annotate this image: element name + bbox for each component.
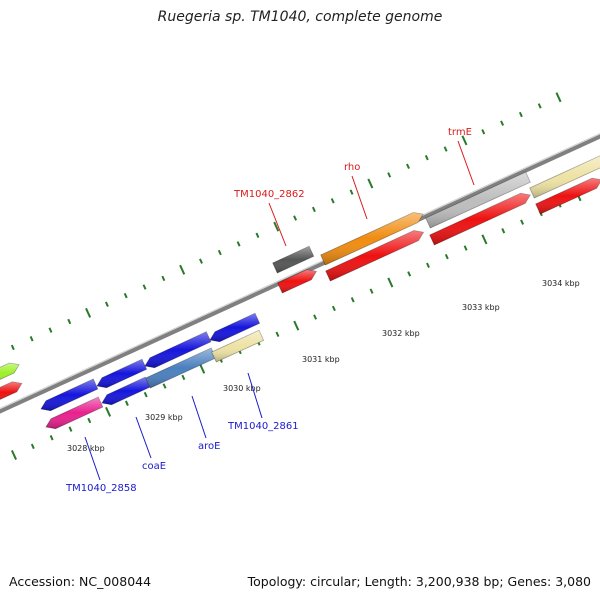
scale-tick-outer: [29, 336, 34, 342]
scale-tick-outer: [142, 284, 147, 290]
gene-label[interactable]: rho: [344, 162, 360, 173]
scale-tick-inner: [369, 288, 374, 294]
scale-tick-outer: [330, 198, 335, 204]
gene-aroE-shade: [145, 348, 216, 388]
gene-red-left-shade: [0, 381, 22, 400]
gene-trmE-shade: [425, 172, 531, 228]
scale-tick-outer: [387, 172, 392, 178]
scale-tick-outer: [10, 344, 15, 351]
scale-label: 3034 kbp: [542, 279, 580, 288]
gene-label-leader: [351, 175, 368, 220]
map-title: Ruegeria sp. TM1040, complete genome: [157, 9, 443, 25]
scale-tick-outer: [424, 154, 429, 161]
scale-tick-inner: [407, 271, 412, 277]
gene-red-1-shade: [277, 269, 317, 293]
scale-tick-inner: [124, 400, 129, 406]
gene-label[interactable]: trmE: [448, 127, 472, 138]
accession-label: Accession: NC_008044: [9, 574, 152, 589]
scale-label: 3029 kbp: [145, 413, 183, 422]
gene-khaki-right-shade: [529, 155, 600, 198]
gene-blue-3-shade: [145, 331, 211, 368]
scale-tick-inner: [463, 245, 468, 251]
scale-tick-outer: [199, 258, 203, 264]
gene-label[interactable]: coaE: [142, 461, 166, 472]
scale-tick-inner: [49, 435, 54, 441]
scale-tick-outer: [406, 163, 410, 169]
scale-tick-inner: [11, 450, 17, 460]
scale-tick-inner: [426, 262, 430, 268]
scale-tick-inner: [313, 314, 318, 320]
scale-tick-outer: [104, 301, 109, 307]
scale-tick-outer: [555, 92, 562, 103]
backbone-highlight: [0, 133, 600, 409]
scale-tick-outer: [500, 120, 505, 126]
scale-tick-inner: [331, 305, 336, 312]
scale-tick-inner: [199, 363, 206, 374]
scale-tick-outer: [537, 103, 542, 109]
gene-label[interactable]: TM1040_2858: [65, 483, 137, 494]
scale-tick-outer: [85, 307, 92, 318]
scale-tick-outer: [273, 221, 280, 232]
scale-label: 3028 kbp: [67, 444, 105, 453]
gene-label[interactable]: aroE: [198, 441, 220, 452]
scale-tick-inner: [87, 417, 92, 424]
scale-tick-outer: [179, 264, 186, 275]
gene-red-3-shade: [429, 193, 531, 245]
scale-tick-inner: [444, 253, 449, 260]
scale-tick-inner: [68, 426, 73, 432]
gene-red-4-shade: [535, 178, 600, 214]
scale-tick-outer: [123, 292, 128, 299]
scale-tick-outer: [367, 178, 374, 189]
scale-tick-inner: [275, 331, 280, 337]
scale-tick-inner: [30, 443, 35, 450]
scale-label: 3030 kbp: [223, 384, 261, 393]
scale-tick-inner: [162, 383, 167, 389]
scale-tick-outer: [236, 241, 241, 247]
scale-tick-outer: [67, 318, 72, 325]
scale-label: 3031 kbp: [302, 355, 340, 364]
scale-tick-inner: [387, 277, 394, 288]
scale-tick-outer: [311, 206, 316, 213]
scale-tick-inner: [501, 228, 506, 234]
scale-tick-outer: [161, 275, 166, 282]
gene-coaE-shade: [102, 377, 150, 405]
gene-blue-1-shade: [41, 379, 98, 411]
scale-label: 3032 kbp: [382, 329, 420, 338]
scale-tick-inner: [143, 391, 148, 398]
scale-tick-outer: [518, 111, 523, 118]
gene-rho-shade: [320, 212, 423, 265]
scale-tick-outer: [443, 146, 448, 152]
gene-label-leader: [84, 436, 101, 481]
scale-tick-outer: [293, 215, 298, 221]
gene-label-leader: [247, 372, 263, 419]
gene-label[interactable]: TM1040_2861: [227, 421, 299, 432]
gene-red-2-shade: [325, 230, 424, 281]
gene-label-leader: [457, 140, 475, 186]
gene-label-leader: [135, 416, 152, 459]
scale-tick-inner: [481, 234, 488, 245]
scale-tick-outer: [255, 232, 260, 238]
scale-tick-inner: [293, 320, 300, 331]
gene-label-leader: [191, 395, 207, 439]
gene-lime-left-shade: [0, 363, 20, 380]
gene-blue-4-shade: [210, 313, 260, 342]
scale-tick-outer: [48, 327, 53, 333]
scale-tick-outer: [349, 189, 354, 195]
gene-blue-2-shade: [97, 359, 147, 388]
gene-label-leader: [268, 202, 287, 247]
scale-tick-inner: [520, 219, 525, 225]
scale-tick-outer: [217, 249, 222, 256]
gene-tm1040-2861-shade: [211, 330, 264, 362]
gene-label[interactable]: TM1040_2862: [233, 189, 305, 200]
scale-tick-outer: [461, 135, 468, 146]
scale-tick-inner: [105, 406, 112, 417]
gene-tm1040-2858-shade: [46, 397, 103, 429]
genome-stats: Topology: circular; Length: 3,200,938 bp…: [247, 574, 591, 589]
scale-label: 3033 kbp: [462, 303, 500, 312]
scale-tick-outer: [481, 129, 486, 135]
scale-tick-inner: [181, 374, 186, 381]
gene-tm1040-2862-shade: [272, 246, 314, 273]
scale-tick-inner: [350, 297, 355, 303]
